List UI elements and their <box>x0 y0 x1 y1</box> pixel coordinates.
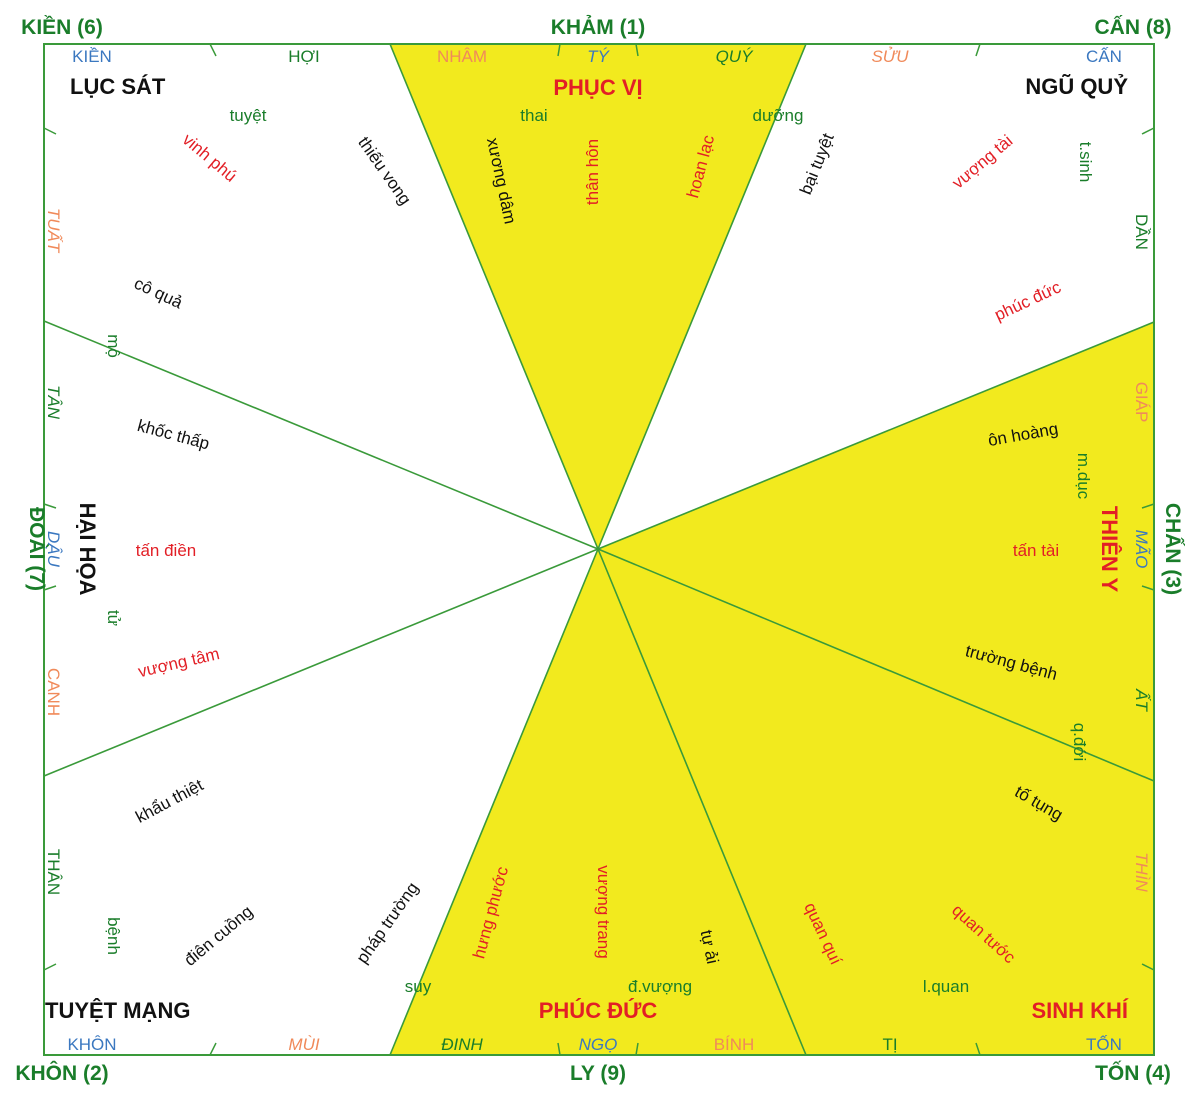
star-suy: suy <box>405 977 432 996</box>
star-vuong-tai: vượng tài <box>949 131 1017 192</box>
star-thieu-vong: thiếu vong <box>354 133 415 208</box>
sector-quy: QUÝ <box>716 47 755 66</box>
zone-phuc-vi: PHỤC VỊ <box>553 75 642 100</box>
sector-mui: MÙI <box>288 1035 319 1054</box>
sector-ton-bottom: TỐN <box>1086 1034 1122 1054</box>
corner-bottom-right: TỐN (4) <box>1095 1061 1171 1085</box>
corner-bottom-left: KHÔN (2) <box>15 1061 108 1085</box>
zone-hai-hoa: HẠI HỌA <box>75 503 100 596</box>
star-khau-thiet: khẩu thiệt <box>132 775 206 827</box>
star-t-sinh: t.sinh <box>1076 142 1095 183</box>
star-vinh-phu: vinh phú <box>179 130 240 186</box>
sector-can-top: CẤN <box>1086 47 1122 66</box>
sector-ngo: NGỌ <box>579 1035 618 1054</box>
star-tan-tai: tấn tài <box>1013 541 1059 560</box>
star-m-duc: m.dục <box>1074 453 1093 500</box>
sector-khon-bottom: KHÔN <box>67 1035 116 1054</box>
sector-ticks <box>43 43 1155 1056</box>
outer-frame <box>43 43 1155 1056</box>
phuc-duc-sector <box>390 549 806 1055</box>
corner-top-left: KIỀN (6) <box>21 16 103 39</box>
star-phuc-duc: phúc đức <box>992 277 1065 324</box>
sector-tan: TÂN <box>44 385 63 420</box>
star-d-vuong: đ.vượng <box>628 977 692 996</box>
divider-lines <box>43 43 1155 1056</box>
sector-canh: CANH <box>44 668 63 716</box>
star-q-doi: q.đới <box>1070 723 1089 762</box>
zone-luc-sat: LỤC SÁT <box>70 74 166 99</box>
sector-kien-top: KIỀN <box>72 47 112 66</box>
star-bai-tuyet: bại tuyệt <box>796 130 838 197</box>
corner-bottom-center: LY (9) <box>570 1062 626 1085</box>
star-duong: dưỡng <box>753 106 804 125</box>
zone-phuc-duc: PHÚC ĐỨC <box>539 998 658 1023</box>
corner-top-center: KHẢM (1) <box>551 16 646 39</box>
sector-mao: MÃO <box>1132 530 1151 569</box>
corner-left-middle: ĐOÀI (7) <box>25 507 48 591</box>
sector-than: THÂN <box>44 849 63 895</box>
sector-thin: THÌN <box>1132 852 1151 892</box>
sector-ty-top: TÝ <box>587 47 610 66</box>
sector-suu: SỬU <box>871 47 909 66</box>
zone-thien-y: THIÊN Y <box>1097 506 1122 593</box>
phuc-vi-sector <box>390 44 806 549</box>
star-vuong-tam: vượng tâm <box>136 644 221 681</box>
thien-y-sector <box>598 322 1154 781</box>
sector-dau: DẬU <box>44 531 63 568</box>
sinh-khi-sector <box>598 549 1154 1055</box>
sector-nham: NHÂM <box>437 47 487 66</box>
sector-at: ẤT <box>1132 688 1151 712</box>
star-khoc-thap: khốc thấp <box>135 416 211 453</box>
sector-binh: BÍNH <box>714 1035 755 1054</box>
star-mo: mộ <box>104 334 123 358</box>
star-vuong-trang: vượng trang <box>594 865 613 958</box>
corner-top-right: CẤN (8) <box>1095 16 1172 39</box>
star-tu: tử <box>104 610 123 626</box>
zone-sinh-khi: SINH KHÍ <box>1031 998 1128 1023</box>
sector-dinh: ĐINH <box>441 1035 483 1054</box>
star-benh: bệnh <box>104 917 123 955</box>
sector-dan: DẦN <box>1132 214 1151 250</box>
sector-hoi: HỢI <box>288 47 320 66</box>
star-than-hon: thân hôn <box>583 139 602 205</box>
zone-ngu-quy: NGŨ QUỶ <box>1025 74 1128 99</box>
star-tuyet: tuyệt <box>230 106 267 125</box>
sector-giap: GIÁP <box>1132 382 1151 423</box>
sector-ti: TỊ <box>882 1035 897 1054</box>
star-tan-dien: tấn điền <box>136 541 197 560</box>
sector-tuat: TUẤT <box>44 208 63 254</box>
star-dien-cuong: điên cuồng <box>180 902 256 970</box>
star-phap-truong: pháp trường <box>353 879 423 967</box>
zone-tuyet-mang: TUYỆT MẠNG <box>45 998 190 1023</box>
star-thai: thai <box>520 106 547 125</box>
star-co-qua: cô quả <box>131 274 186 313</box>
star-l-quan: l.quan <box>923 977 969 996</box>
corner-right-middle: CHẤN (3) <box>1161 503 1184 595</box>
